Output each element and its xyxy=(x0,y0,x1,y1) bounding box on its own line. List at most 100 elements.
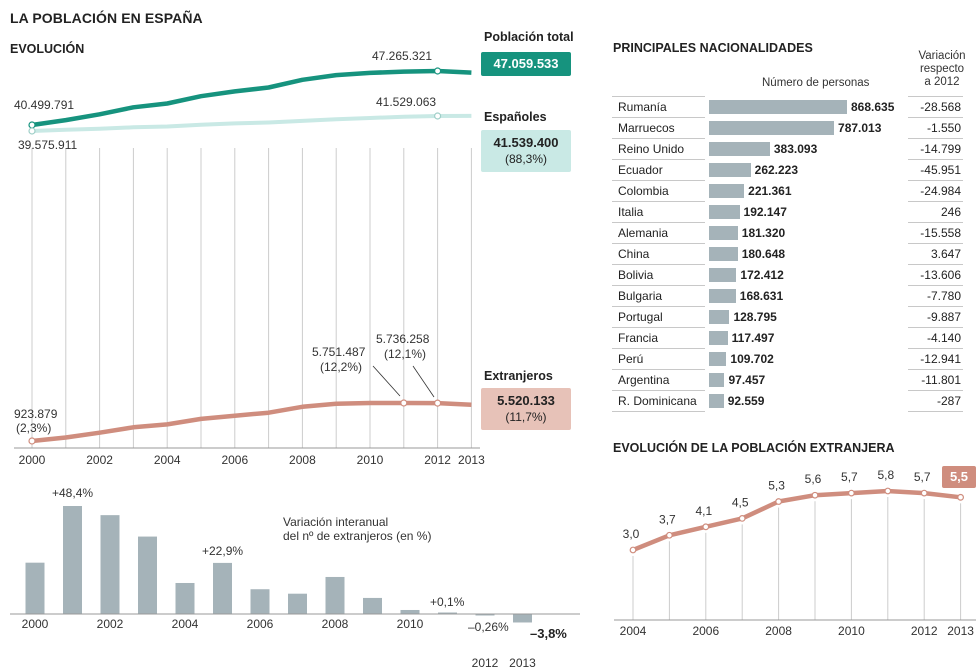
nacionalidad-name: Ecuador xyxy=(612,159,705,181)
nacionalidad-value: 109.702 xyxy=(730,352,774,366)
espanoles-badge-pct: (88,3%) xyxy=(504,152,548,166)
evolucion-heading: EVOLUCIÓN xyxy=(10,42,85,56)
nacionalidad-bar xyxy=(709,184,745,198)
nacionalidad-value: 117.497 xyxy=(731,331,775,345)
extranjeros-badge: 5.520.133 (11,7%) xyxy=(481,388,571,430)
evol-extranjera-label-2004: 3,0 xyxy=(623,527,640,541)
evol-extranjera-point-2005 xyxy=(665,531,673,539)
evolucion-point-extranjeros-2011 xyxy=(400,399,408,407)
variacion-label-2001: +48,4% xyxy=(52,486,93,500)
variacion-xtick-2002: 2002 xyxy=(97,617,124,631)
nacionalidad-variacion: -24.984 xyxy=(908,180,963,202)
nacionalidad-row: Reino Unido 383.093 -14.799 xyxy=(612,138,963,160)
nacionalidad-bar-cell: 128.795 xyxy=(705,307,908,328)
nacionalidad-row: Italia 192.147 246 xyxy=(612,201,963,223)
nacionalidad-row: Portugal 128.795 -9.887 xyxy=(612,306,963,328)
nacionalidad-bar xyxy=(709,352,727,366)
evol-extranjera-xtick-2012: 2012 xyxy=(911,624,938,638)
evolucion-xtick-2002: 2002 xyxy=(86,453,113,467)
evol-extranjera-point-2006 xyxy=(702,523,710,531)
nacionalidad-value: 181.320 xyxy=(741,226,786,240)
evolucion-xtick-2000: 2000 xyxy=(19,453,46,467)
nacionalidad-variacion: -4.140 xyxy=(908,327,963,349)
variacion-bar-2003 xyxy=(138,536,157,614)
extranjeros-label: Extranjeros xyxy=(484,369,553,383)
variacion-bar-2012 xyxy=(475,614,495,616)
evol-extranjera-point-2012 xyxy=(920,489,928,497)
variacion-xtick-2010: 2010 xyxy=(397,617,424,631)
evolucion-xtick-2006: 2006 xyxy=(221,453,248,467)
extranjeros-start-label: 923.879 xyxy=(14,407,58,421)
total-badge-value: 47.059.533 xyxy=(493,56,559,71)
nacionalidad-name: Argentina xyxy=(612,369,705,391)
evol-extranjera-point-2013 xyxy=(957,493,965,501)
variacion-x-axis: 2000 2002 2004 2006 2008 2010 2012 2013 xyxy=(22,617,537,670)
evol-extranjera-point-2011 xyxy=(884,487,892,495)
nacionalidad-bar xyxy=(709,121,835,135)
evolucion-xtick-2012: 2012 xyxy=(424,453,451,467)
evol-extranjera-point-2009 xyxy=(811,491,819,499)
variacion-bars xyxy=(25,506,532,623)
evol-extranjera-point-2010 xyxy=(847,489,855,497)
evolucion-point-total-2000 xyxy=(28,121,36,129)
evolucion-x-axis: 2000 2002 2004 2006 2008 2010 2012 2013 xyxy=(19,453,485,467)
evol-extranjera-point-2007 xyxy=(738,514,746,522)
variacion-xtick-2008: 2008 xyxy=(322,617,349,631)
nacionalidad-row: Marruecos 787.013 -1.550 xyxy=(612,117,963,139)
variacion-bar-2010 xyxy=(400,609,420,614)
nacionalidad-bar xyxy=(709,289,736,303)
nacionalidad-bar-cell: 262.223 xyxy=(705,160,908,181)
nacionalidad-variacion: -7.780 xyxy=(908,285,963,307)
evolucion-point-extranjeros-2012 xyxy=(434,399,442,407)
nacionalidad-row: Colombia 221.361 -24.984 xyxy=(612,180,963,202)
nacionalidad-bar xyxy=(709,373,725,387)
nacionalidad-bar-cell: 868.635 xyxy=(705,97,908,118)
evol-extranjera-xtick-2013: 2013 xyxy=(947,624,974,638)
evolucion-point-extranjeros-2000 xyxy=(28,437,36,445)
evol-extranjera-label-2006: 4,1 xyxy=(695,504,712,518)
nacionalidad-name: Reino Unido xyxy=(612,138,705,160)
nacionalidad-name: Perú xyxy=(612,348,705,370)
variacion-xtick-2012: 2012 xyxy=(472,656,499,670)
evol-extranjera-x-axis: 2004 2006 2008 2010 2012 2013 xyxy=(620,624,975,638)
nacionalidad-variacion: -12.941 xyxy=(908,348,963,370)
nacionalidad-name: Italia xyxy=(612,201,705,223)
evolucion-point-total-2012 xyxy=(434,67,442,75)
nacionalidad-variacion: -11.801 xyxy=(908,369,963,391)
evolucion-point-espanoles-2000 xyxy=(28,127,36,135)
variacion-bar-2001 xyxy=(63,506,82,614)
variacion-bar-2004 xyxy=(175,582,195,614)
extranjeros-peak2-pct: (12,1%) xyxy=(384,347,426,361)
variacion-label-2005: +22,9% xyxy=(202,544,243,558)
evol-extranjera-point-2008 xyxy=(775,498,783,505)
nacionalidad-value: 262.223 xyxy=(754,163,799,177)
total-label: Población total xyxy=(484,30,574,44)
nacionalidad-row: Ecuador 262.223 -45.951 xyxy=(612,159,963,181)
variacion-xtick-2004: 2004 xyxy=(172,617,199,631)
variacion-bar-2005 xyxy=(213,562,232,614)
nacionalidad-bar xyxy=(709,226,738,240)
nacionalidad-name: Rumanía xyxy=(612,96,705,118)
nacionalidad-bar-cell: 117.497 xyxy=(705,328,908,349)
extranjeros-badge-value: 5.520.133 xyxy=(497,393,555,408)
col-personas-header: Número de personas xyxy=(762,77,870,89)
nacionalidad-value: 168.631 xyxy=(739,289,784,303)
nacionalidad-variacion: 3.647 xyxy=(908,243,963,265)
col-variacion-header: Variación respecto a 2012 xyxy=(912,50,972,89)
nacionalidad-value: 180.648 xyxy=(741,247,786,261)
evol-extranjera-label-2005: 3,7 xyxy=(659,512,676,526)
nacionalidad-name: Colombia xyxy=(612,180,705,202)
variacion-label-2012: –0,26% xyxy=(468,620,509,634)
leader-line-2012 xyxy=(412,365,435,398)
nacionalidad-bar-cell: 172.412 xyxy=(705,265,908,286)
total-peak-label: 47.265.321 xyxy=(372,49,432,63)
nacionalidad-bar xyxy=(709,247,738,261)
nacionalidad-bar-cell: 181.320 xyxy=(705,223,908,244)
variacion-bar-2013 xyxy=(513,614,532,623)
nacionalidad-value: 128.795 xyxy=(733,310,777,324)
nacionalidad-value: 383.093 xyxy=(773,142,818,156)
nacionalidad-name: Portugal xyxy=(612,306,705,328)
nacionalidad-row: Rumanía 868.635 -28.568 xyxy=(612,96,963,118)
nacionalidad-variacion: 246 xyxy=(908,201,963,223)
